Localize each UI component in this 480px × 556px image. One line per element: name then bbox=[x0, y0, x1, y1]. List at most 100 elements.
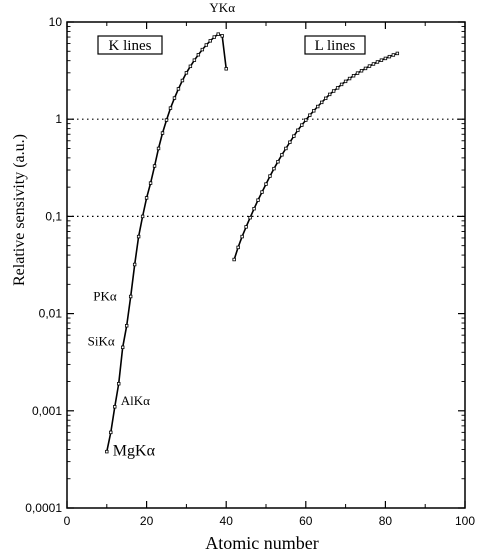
plot-frame bbox=[66, 21, 466, 509]
data-point bbox=[367, 64, 372, 68]
x-tick-label: 60 bbox=[299, 514, 313, 528]
annotations: YKα PKα SiKα AlKα MgKα bbox=[88, 0, 236, 460]
data-point bbox=[152, 164, 157, 168]
data-point bbox=[188, 64, 193, 69]
data-point bbox=[160, 131, 165, 135]
data-point bbox=[355, 71, 360, 75]
data-point bbox=[113, 405, 117, 409]
data-point bbox=[232, 257, 236, 262]
data-point bbox=[347, 76, 352, 81]
data-point bbox=[216, 32, 220, 36]
y-tick-label: 0,0001 bbox=[25, 501, 62, 515]
data-point bbox=[204, 43, 208, 47]
data-point bbox=[256, 198, 260, 202]
y-tick-label: 0,01 bbox=[39, 307, 63, 321]
data-point bbox=[117, 382, 121, 386]
x-tick-label: 40 bbox=[220, 514, 234, 528]
data-point bbox=[268, 174, 272, 178]
data-point bbox=[320, 100, 324, 105]
data-point bbox=[121, 345, 125, 350]
l-lines-label: L lines bbox=[315, 38, 356, 54]
data-point bbox=[125, 324, 129, 328]
data-point bbox=[391, 53, 396, 57]
annotation-label: YKα bbox=[209, 0, 235, 15]
data-point bbox=[284, 146, 288, 151]
data-point bbox=[180, 78, 185, 83]
x-tick-label: 100 bbox=[455, 514, 475, 528]
data-point bbox=[208, 39, 212, 43]
data-point bbox=[375, 60, 380, 64]
data-point bbox=[335, 86, 340, 90]
data-point bbox=[272, 166, 276, 171]
data-point bbox=[128, 294, 133, 299]
data-point bbox=[296, 128, 300, 132]
data-point bbox=[132, 262, 137, 267]
data-point bbox=[292, 134, 296, 138]
data-point bbox=[244, 225, 248, 229]
l-lines-box bbox=[304, 35, 366, 55]
data-point bbox=[363, 66, 368, 71]
annotation-label: SiKα bbox=[88, 333, 115, 348]
data-point bbox=[164, 118, 169, 122]
data-point bbox=[331, 89, 336, 93]
data-point bbox=[109, 430, 113, 435]
data-point bbox=[176, 87, 181, 91]
data-point bbox=[264, 182, 268, 186]
k-lines-label: K lines bbox=[109, 38, 152, 54]
data-point bbox=[156, 146, 161, 151]
data-point bbox=[240, 234, 244, 239]
data-point bbox=[276, 160, 280, 164]
data-point bbox=[343, 79, 348, 84]
y-axis-title: Relative sensivity (a.u.) bbox=[11, 134, 28, 286]
data-point bbox=[220, 34, 224, 38]
data-point bbox=[288, 140, 292, 144]
data-point bbox=[212, 35, 216, 39]
data-point bbox=[339, 82, 344, 87]
data-point bbox=[383, 56, 388, 61]
data-point bbox=[280, 153, 284, 157]
x-tick-label: 0 bbox=[64, 514, 71, 528]
data-point bbox=[371, 62, 376, 66]
y-tick-label: 10 bbox=[49, 15, 63, 29]
data-point bbox=[224, 67, 228, 71]
data-point bbox=[395, 51, 400, 56]
x-axis-title: Atomic number bbox=[205, 533, 318, 553]
data-point bbox=[144, 196, 149, 200]
data-point bbox=[308, 113, 312, 117]
k-lines-box bbox=[97, 35, 163, 55]
data-point bbox=[192, 58, 197, 62]
data-point bbox=[200, 47, 205, 52]
data-point bbox=[136, 234, 141, 239]
data-point bbox=[304, 118, 308, 122]
series-line-l-lines bbox=[233, 52, 398, 260]
data-point bbox=[236, 245, 240, 250]
data-point bbox=[387, 54, 392, 59]
y-tick-label: 0,001 bbox=[32, 404, 62, 418]
x-axis-ticks: 0 20 40 60 80 100 bbox=[64, 22, 475, 528]
series-line-k-lines bbox=[106, 33, 227, 452]
data-point bbox=[312, 109, 316, 113]
x-tick-label: 20 bbox=[140, 514, 154, 528]
data-point bbox=[168, 106, 173, 110]
data-point bbox=[316, 104, 320, 109]
annotation-label: MgKα bbox=[113, 443, 156, 460]
x-tick-label: 80 bbox=[379, 514, 393, 528]
annotation-label: PKα bbox=[93, 288, 117, 303]
data-point bbox=[300, 123, 304, 127]
y-axis-ticks: 0,0001 0,001 0,01 0,1 1 10 bbox=[25, 15, 465, 515]
y-tick-label: 0,1 bbox=[45, 209, 62, 223]
data-point bbox=[105, 449, 109, 454]
reference-lines bbox=[67, 118, 465, 217]
data-point bbox=[248, 215, 252, 220]
data-point bbox=[148, 181, 153, 185]
data-point bbox=[260, 190, 264, 194]
series-layer bbox=[105, 32, 400, 454]
data-point bbox=[327, 92, 332, 97]
data-point bbox=[140, 214, 145, 219]
y-tick-label: 1 bbox=[55, 112, 62, 126]
data-point bbox=[252, 207, 256, 211]
data-point bbox=[359, 69, 364, 73]
data-point bbox=[172, 96, 177, 100]
data-point bbox=[184, 71, 189, 75]
